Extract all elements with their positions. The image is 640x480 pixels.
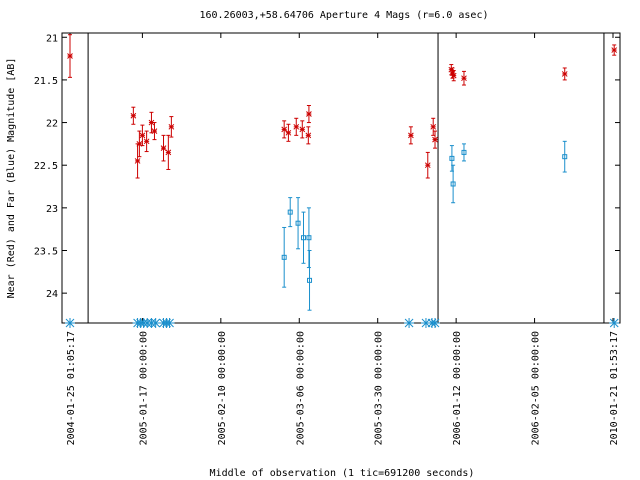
y-tick-label-6: 24 bbox=[46, 289, 58, 300]
star-d2 bbox=[165, 318, 174, 328]
observation-marker-10 bbox=[404, 318, 415, 328]
near-point-6 bbox=[148, 111, 155, 134]
marker-square bbox=[295, 220, 301, 226]
near-point-16 bbox=[306, 105, 312, 124]
x-axis-label: Middle of observation (1 tic=691200 seco… bbox=[210, 468, 475, 479]
near-point-5 bbox=[143, 130, 150, 153]
near-point-7 bbox=[151, 122, 158, 141]
near-point-19 bbox=[430, 117, 437, 136]
far-point-5 bbox=[307, 250, 313, 311]
marker-square bbox=[300, 235, 306, 241]
near-point-10 bbox=[168, 116, 175, 138]
y-tick-label-4: 23 bbox=[46, 204, 58, 215]
observation-marker-13 bbox=[430, 318, 441, 328]
marker-square bbox=[449, 155, 455, 161]
far-point-4 bbox=[306, 207, 312, 269]
far-point-2 bbox=[295, 197, 301, 250]
star-d2 bbox=[151, 318, 161, 328]
marker-square bbox=[307, 277, 313, 283]
near-point-4 bbox=[139, 124, 146, 147]
far-point-9 bbox=[562, 140, 568, 173]
panel-separators bbox=[87, 33, 605, 323]
far-point-6 bbox=[449, 145, 455, 172]
near-point-3 bbox=[136, 130, 143, 158]
far-point-0 bbox=[281, 226, 287, 288]
x-tick-label-2: 2005-02-10 00:00:00 bbox=[217, 331, 228, 445]
near-point-12 bbox=[285, 123, 292, 142]
near-point-14 bbox=[299, 120, 306, 139]
near-point-18 bbox=[424, 151, 431, 179]
observation-marker-9 bbox=[164, 318, 175, 328]
marker-square bbox=[281, 254, 287, 260]
near-point-23 bbox=[450, 70, 457, 82]
far-point-8 bbox=[461, 143, 467, 162]
y-tick-label-0: 21 bbox=[46, 33, 58, 44]
star-d2 bbox=[404, 318, 414, 328]
marker-square bbox=[287, 209, 293, 215]
x-tick-label-5: 2006-01-12 00:00:00 bbox=[452, 331, 463, 445]
series-near-red bbox=[67, 34, 618, 179]
far-point-1 bbox=[287, 197, 293, 228]
near-point-20 bbox=[432, 130, 438, 149]
near-point-15 bbox=[305, 126, 312, 145]
observation-marker-6 bbox=[150, 318, 161, 328]
near-point-13 bbox=[293, 117, 300, 136]
y-axis-label: Near (Red) and Far (Blue) Magnitude [AB] bbox=[6, 58, 17, 299]
y-axis: 21 21.5 22 22.5 23 23.5 24 bbox=[34, 33, 620, 300]
near-point-9 bbox=[165, 134, 172, 170]
marker-square bbox=[562, 154, 568, 160]
marker-square bbox=[306, 235, 312, 241]
far-point-3 bbox=[300, 211, 306, 264]
series-far-blue bbox=[281, 140, 568, 311]
observation-markers bbox=[65, 318, 620, 328]
near-point-24 bbox=[461, 70, 467, 86]
near-point-25 bbox=[561, 67, 568, 81]
x-tick-label-3: 2005-03-06 00:00:00 bbox=[295, 331, 306, 445]
near-point-0 bbox=[67, 34, 73, 78]
near-point-8 bbox=[160, 134, 167, 162]
x-axis: 2004-01-25 01:05:17 2005-01-17 00:00:00 20… bbox=[66, 33, 620, 445]
y-tick-label-5: 23.5 bbox=[34, 247, 58, 258]
near-point-17 bbox=[408, 126, 414, 145]
far-point-7 bbox=[450, 164, 456, 204]
star-d2 bbox=[609, 318, 619, 328]
near-point-26 bbox=[611, 44, 618, 56]
x-tick-label-4: 2005-03-30 00:00:00 bbox=[374, 331, 385, 445]
star-d2 bbox=[65, 318, 75, 328]
y-tick-label-3: 22.5 bbox=[34, 161, 58, 172]
observation-marker-14 bbox=[609, 318, 620, 328]
star-d2 bbox=[430, 318, 440, 328]
near-point-1 bbox=[130, 106, 137, 125]
x-tick-label-7: 2010-01-21 01:53:17 bbox=[609, 331, 620, 445]
marker-square bbox=[461, 149, 467, 155]
x-tick-label-6: 2006-02-05 00:00:00 bbox=[531, 331, 542, 445]
near-point-11 bbox=[281, 120, 288, 139]
observation-marker-0 bbox=[65, 318, 75, 328]
chart-title: 160.26003,+58.64706 Aperture 4 Mags (r=6… bbox=[200, 10, 489, 21]
x-tick-label-0: 2004-01-25 01:05:17 bbox=[66, 331, 77, 445]
y-tick-label-2: 22 bbox=[46, 119, 58, 130]
plot-frame bbox=[61, 32, 621, 324]
x-tick-label-1: 2005-01-17 00:00:00 bbox=[138, 331, 149, 445]
y-tick-label-1: 21.5 bbox=[34, 76, 58, 87]
marker-square bbox=[450, 181, 456, 187]
